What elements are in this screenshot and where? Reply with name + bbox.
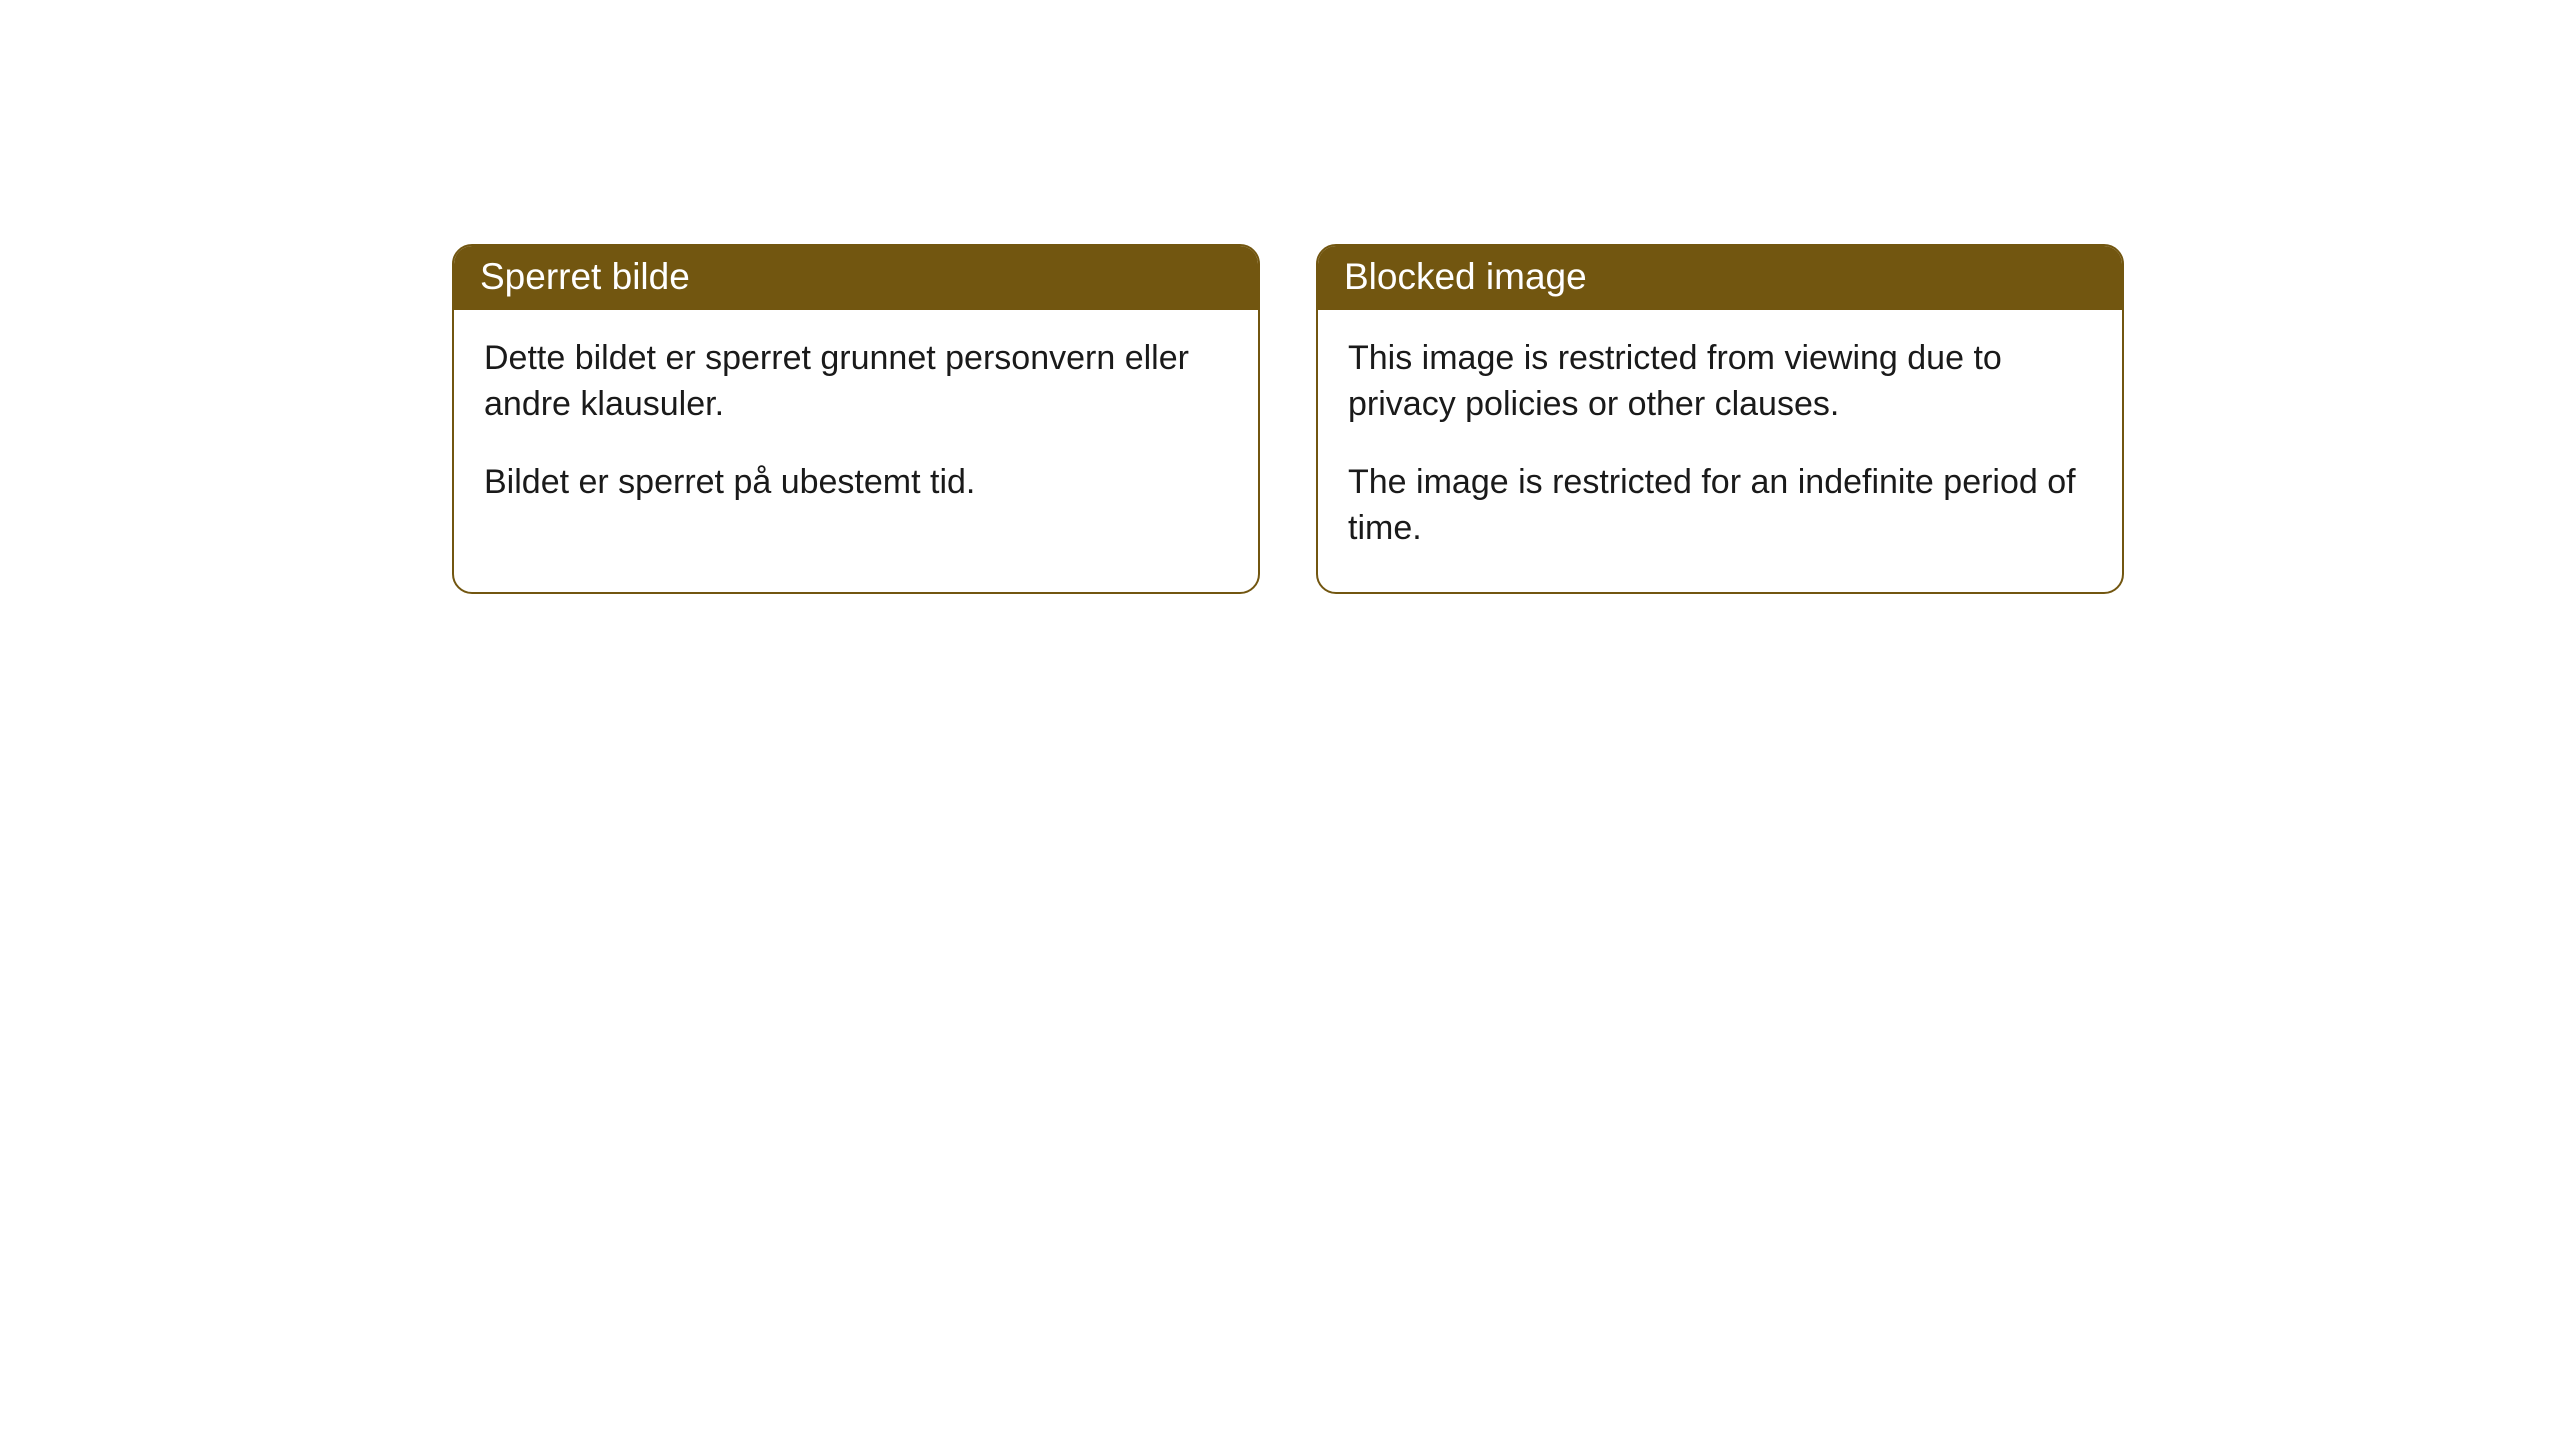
notice-paragraph: The image is restricted for an indefinit… [1348, 460, 2092, 552]
notice-card-english: Blocked image This image is restricted f… [1316, 244, 2124, 594]
card-header: Blocked image [1318, 246, 2122, 310]
notice-paragraph: This image is restricted from viewing du… [1348, 336, 2092, 428]
card-body: This image is restricted from viewing du… [1318, 310, 2122, 592]
notice-paragraph: Bildet er sperret på ubestemt tid. [484, 460, 1228, 506]
card-body: Dette bildet er sperret grunnet personve… [454, 310, 1258, 546]
card-header: Sperret bilde [454, 246, 1258, 310]
notice-cards-container: Sperret bilde Dette bildet er sperret gr… [0, 0, 2560, 594]
notice-paragraph: Dette bildet er sperret grunnet personve… [484, 336, 1228, 428]
notice-card-norwegian: Sperret bilde Dette bildet er sperret gr… [452, 244, 1260, 594]
